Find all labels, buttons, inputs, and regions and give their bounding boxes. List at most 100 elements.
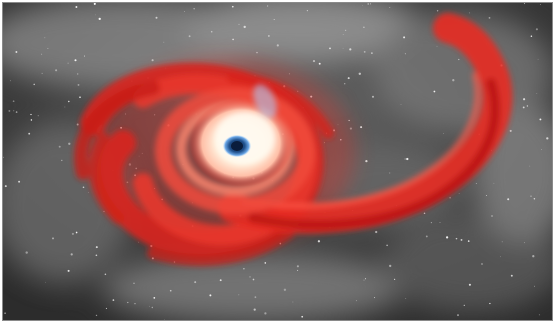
star [105, 307, 107, 309]
star [526, 105, 529, 107]
star [74, 59, 77, 62]
star [169, 289, 172, 292]
star [467, 240, 470, 242]
star [268, 35, 270, 37]
star [164, 319, 166, 320]
star [4, 185, 7, 188]
star [371, 95, 375, 98]
star [95, 314, 98, 317]
star [33, 83, 35, 86]
star [403, 36, 406, 39]
star [393, 278, 396, 281]
star [13, 110, 15, 112]
star [533, 198, 536, 200]
star [439, 222, 441, 223]
star [348, 119, 350, 122]
star [405, 298, 407, 299]
star [406, 157, 409, 161]
star [386, 244, 388, 247]
star [256, 51, 258, 54]
star [95, 246, 98, 249]
star [369, 3, 371, 5]
star [367, 3, 369, 5]
star [475, 182, 477, 185]
star [455, 237, 458, 240]
star [58, 145, 61, 148]
star [445, 236, 449, 239]
star [193, 8, 195, 10]
star [3, 156, 4, 159]
star [188, 35, 191, 38]
star [292, 301, 294, 303]
star [312, 60, 316, 63]
star [358, 72, 361, 75]
star [138, 241, 139, 243]
star [317, 240, 321, 243]
star [37, 115, 39, 117]
star [47, 48, 49, 50]
star [468, 283, 471, 286]
star [79, 96, 81, 99]
star [45, 281, 46, 283]
star [25, 251, 28, 254]
star [4, 312, 6, 315]
star [463, 304, 465, 307]
star [194, 281, 197, 284]
star [486, 195, 488, 197]
star [536, 93, 538, 94]
star [342, 34, 344, 35]
star [404, 53, 406, 55]
star [541, 149, 542, 150]
star [481, 263, 483, 265]
star [95, 254, 98, 257]
star [44, 37, 46, 39]
star [52, 237, 54, 240]
star [253, 308, 256, 311]
star [488, 17, 491, 19]
star [61, 159, 63, 162]
star [540, 4, 541, 5]
star [184, 11, 185, 13]
star [18, 180, 21, 183]
star [318, 62, 321, 65]
star [530, 35, 533, 37]
star [9, 80, 11, 82]
star [507, 198, 510, 201]
star [375, 230, 378, 234]
star [243, 268, 245, 270]
star [510, 274, 513, 277]
star [306, 10, 308, 12]
star [363, 50, 366, 53]
star [30, 119, 33, 121]
star [41, 72, 43, 74]
star [8, 109, 11, 112]
star [532, 255, 535, 258]
star [238, 294, 240, 296]
star [452, 79, 455, 82]
star [267, 5, 269, 7]
black-hole-center [231, 141, 243, 151]
star [489, 302, 491, 305]
star [491, 215, 493, 217]
star [15, 111, 18, 113]
star [15, 51, 18, 53]
star [41, 53, 43, 55]
star [219, 279, 222, 282]
star [530, 195, 532, 197]
star [389, 172, 391, 174]
star [209, 294, 212, 297]
star [430, 222, 432, 224]
star [112, 299, 115, 301]
star [524, 242, 525, 244]
star [500, 256, 501, 258]
accretion-disk [74, 13, 513, 267]
star [68, 142, 71, 145]
star [276, 44, 279, 47]
star [364, 278, 367, 280]
star [458, 58, 460, 61]
star [153, 297, 156, 299]
star [77, 83, 80, 86]
star [273, 18, 275, 21]
star [389, 264, 392, 268]
star [436, 10, 439, 12]
